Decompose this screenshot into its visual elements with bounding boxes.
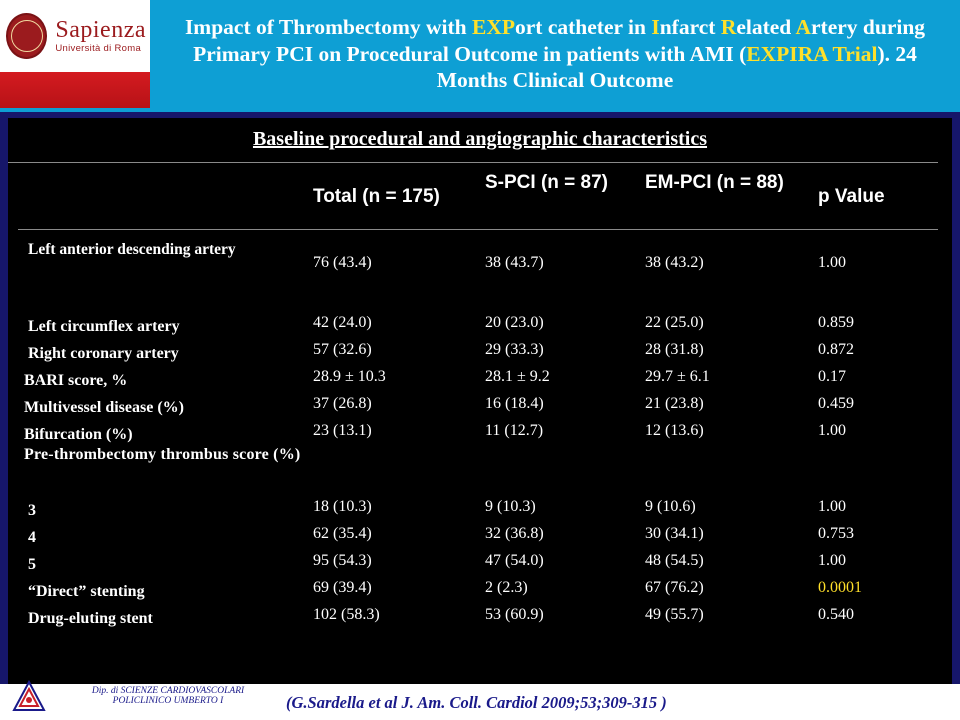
p-value-cell: 1.00	[818, 422, 846, 439]
header-total: Total (n = 175)	[313, 186, 440, 207]
total-cell: 57 (32.6)	[313, 341, 372, 358]
table-header-rule	[18, 229, 938, 230]
empci-cell: 9 (10.6)	[645, 498, 696, 515]
p-value-cell: 0.540	[818, 606, 854, 623]
row-label: Drug-eluting stent	[28, 610, 153, 627]
spci-cell: 11 (12.7)	[485, 422, 544, 439]
empci-cell: 12 (13.6)	[645, 422, 704, 439]
row-label: Bifurcation (%)	[24, 426, 133, 443]
empci-cell: 22 (25.0)	[645, 314, 704, 331]
spci-cell: 16 (18.4)	[485, 395, 544, 412]
empci-cell: 49 (55.7)	[645, 606, 704, 623]
empci-cell: 48 (54.5)	[645, 552, 704, 569]
citation: (G.Sardella et al J. Am. Coll. Cardiol 2…	[286, 693, 667, 712]
title-banner: Impact of Thrombectomy with EXPort cathe…	[150, 0, 960, 108]
total-cell: 18 (10.3)	[313, 498, 372, 515]
empci-cell: 28 (31.8)	[645, 341, 704, 358]
row-label: Left circumflex artery	[28, 318, 180, 335]
row-label: “Direct” stenting	[28, 583, 145, 600]
slide-title: Impact of Thrombectomy with EXPort cathe…	[184, 15, 926, 93]
empci-cell: 29.7 ± 6.1	[645, 368, 710, 385]
table-top-rule	[8, 162, 938, 163]
footer-bar	[0, 684, 960, 720]
p-value-cell: 0.872	[818, 341, 854, 358]
p-value-cell: 0.0001	[818, 579, 862, 596]
spci-cell: 2 (2.3)	[485, 579, 528, 596]
row-label: 5	[28, 556, 36, 573]
logo-name: Sapienza	[55, 17, 146, 44]
total-cell: 95 (54.3)	[313, 552, 372, 569]
empci-cell: 67 (76.2)	[645, 579, 704, 596]
p-value-cell: 1.00	[818, 498, 846, 515]
total-cell: 42 (24.0)	[313, 314, 372, 331]
p-value-cell: 0.17	[818, 368, 846, 385]
university-seal-icon	[6, 13, 48, 59]
empci-cell: 30 (34.1)	[645, 525, 704, 542]
empci-cell: 38 (43.2)	[645, 254, 704, 271]
empci-cell: 21 (23.8)	[645, 395, 704, 412]
total-cell: 76 (43.4)	[313, 254, 372, 271]
row-label: Right coronary artery	[28, 345, 179, 362]
divider	[0, 108, 960, 112]
spci-cell: 47 (54.0)	[485, 552, 544, 569]
p-value-cell: 0.859	[818, 314, 854, 331]
header-spci: S-PCI (n = 87)	[485, 172, 608, 193]
logo-panel: Sapienza Università di Roma	[0, 0, 150, 108]
row-label: BARI score, %	[24, 372, 128, 389]
red-banner	[0, 72, 150, 108]
content-panel: Baseline procedural and angiographic cha…	[8, 118, 952, 684]
total-cell: 28.9 ± 10.3	[313, 368, 386, 385]
spci-cell: 20 (23.0)	[485, 314, 544, 331]
p-value-cell: 1.00	[818, 254, 846, 271]
p-value-cell: 1.00	[818, 552, 846, 569]
row-label: Left anterior descending artery	[28, 241, 236, 258]
spci-cell: 28.1 ± 9.2	[485, 368, 550, 385]
row-label: 3	[28, 502, 36, 519]
total-cell: 23 (13.1)	[313, 422, 372, 439]
header-p-value: p Value	[818, 186, 885, 207]
section-heading: Baseline procedural and angiographic cha…	[252, 128, 708, 150]
spci-cell: 29 (33.3)	[485, 341, 544, 358]
university-logo: Sapienza Università di Roma	[6, 8, 146, 64]
spci-cell: 38 (43.7)	[485, 254, 544, 271]
total-cell: 69 (39.4)	[313, 579, 372, 596]
department-logo-icon	[12, 680, 46, 711]
spci-cell: 32 (36.8)	[485, 525, 544, 542]
department-name: Dip. di SCIENZE CARDIOVASCOLARI POLICLIN…	[91, 686, 245, 707]
spci-cell: 9 (10.3)	[485, 498, 536, 515]
total-cell: 37 (26.8)	[313, 395, 372, 412]
logo-subtitle: Università di Roma	[55, 42, 142, 54]
total-cell: 62 (35.4)	[313, 525, 372, 542]
header-empci: EM-PCI (n = 88)	[645, 172, 784, 193]
row-label: 4	[28, 529, 36, 546]
row-label: Multivessel disease (%)	[24, 399, 184, 416]
row-label: Pre-thrombectomy thrombus score (%)	[24, 446, 301, 463]
p-value-cell: 0.459	[818, 395, 854, 412]
spci-cell: 53 (60.9)	[485, 606, 544, 623]
p-value-cell: 0.753	[818, 525, 854, 542]
total-cell: 102 (58.3)	[313, 606, 380, 623]
